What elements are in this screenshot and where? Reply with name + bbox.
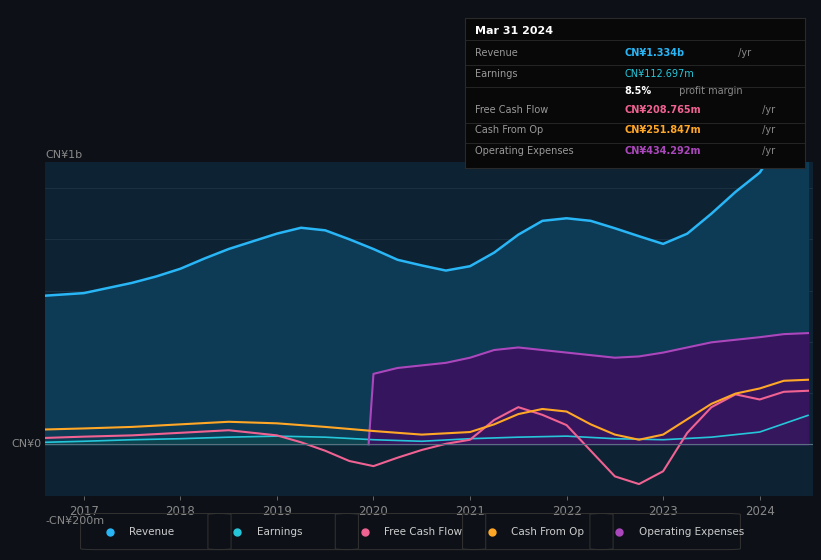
Text: Revenue: Revenue: [129, 526, 174, 536]
Text: CN¥434.292m: CN¥434.292m: [625, 146, 701, 156]
Text: CN¥112.697m: CN¥112.697m: [625, 69, 695, 80]
Text: -CN¥200m: -CN¥200m: [45, 516, 104, 526]
Text: 8.5%: 8.5%: [625, 86, 652, 96]
Text: profit margin: profit margin: [677, 86, 743, 96]
Text: Cash From Op: Cash From Op: [511, 526, 585, 536]
Text: /yr: /yr: [759, 125, 776, 135]
Text: Free Cash Flow: Free Cash Flow: [475, 105, 548, 115]
Text: Revenue: Revenue: [475, 48, 518, 58]
Text: Earnings: Earnings: [475, 69, 518, 80]
Text: CN¥251.847m: CN¥251.847m: [625, 125, 701, 135]
Text: Mar 31 2024: Mar 31 2024: [475, 26, 553, 36]
Text: /yr: /yr: [759, 105, 776, 115]
Text: CN¥208.765m: CN¥208.765m: [625, 105, 701, 115]
Text: /yr: /yr: [759, 146, 776, 156]
Text: Operating Expenses: Operating Expenses: [639, 526, 744, 536]
Text: /yr: /yr: [735, 48, 751, 58]
Text: Operating Expenses: Operating Expenses: [475, 146, 574, 156]
Text: CN¥1.334b: CN¥1.334b: [625, 48, 685, 58]
Text: CN¥1b: CN¥1b: [45, 150, 82, 160]
Text: Earnings: Earnings: [256, 526, 302, 536]
Text: Cash From Op: Cash From Op: [475, 125, 544, 135]
Text: CN¥0: CN¥0: [11, 440, 41, 449]
Text: Free Cash Flow: Free Cash Flow: [384, 526, 462, 536]
